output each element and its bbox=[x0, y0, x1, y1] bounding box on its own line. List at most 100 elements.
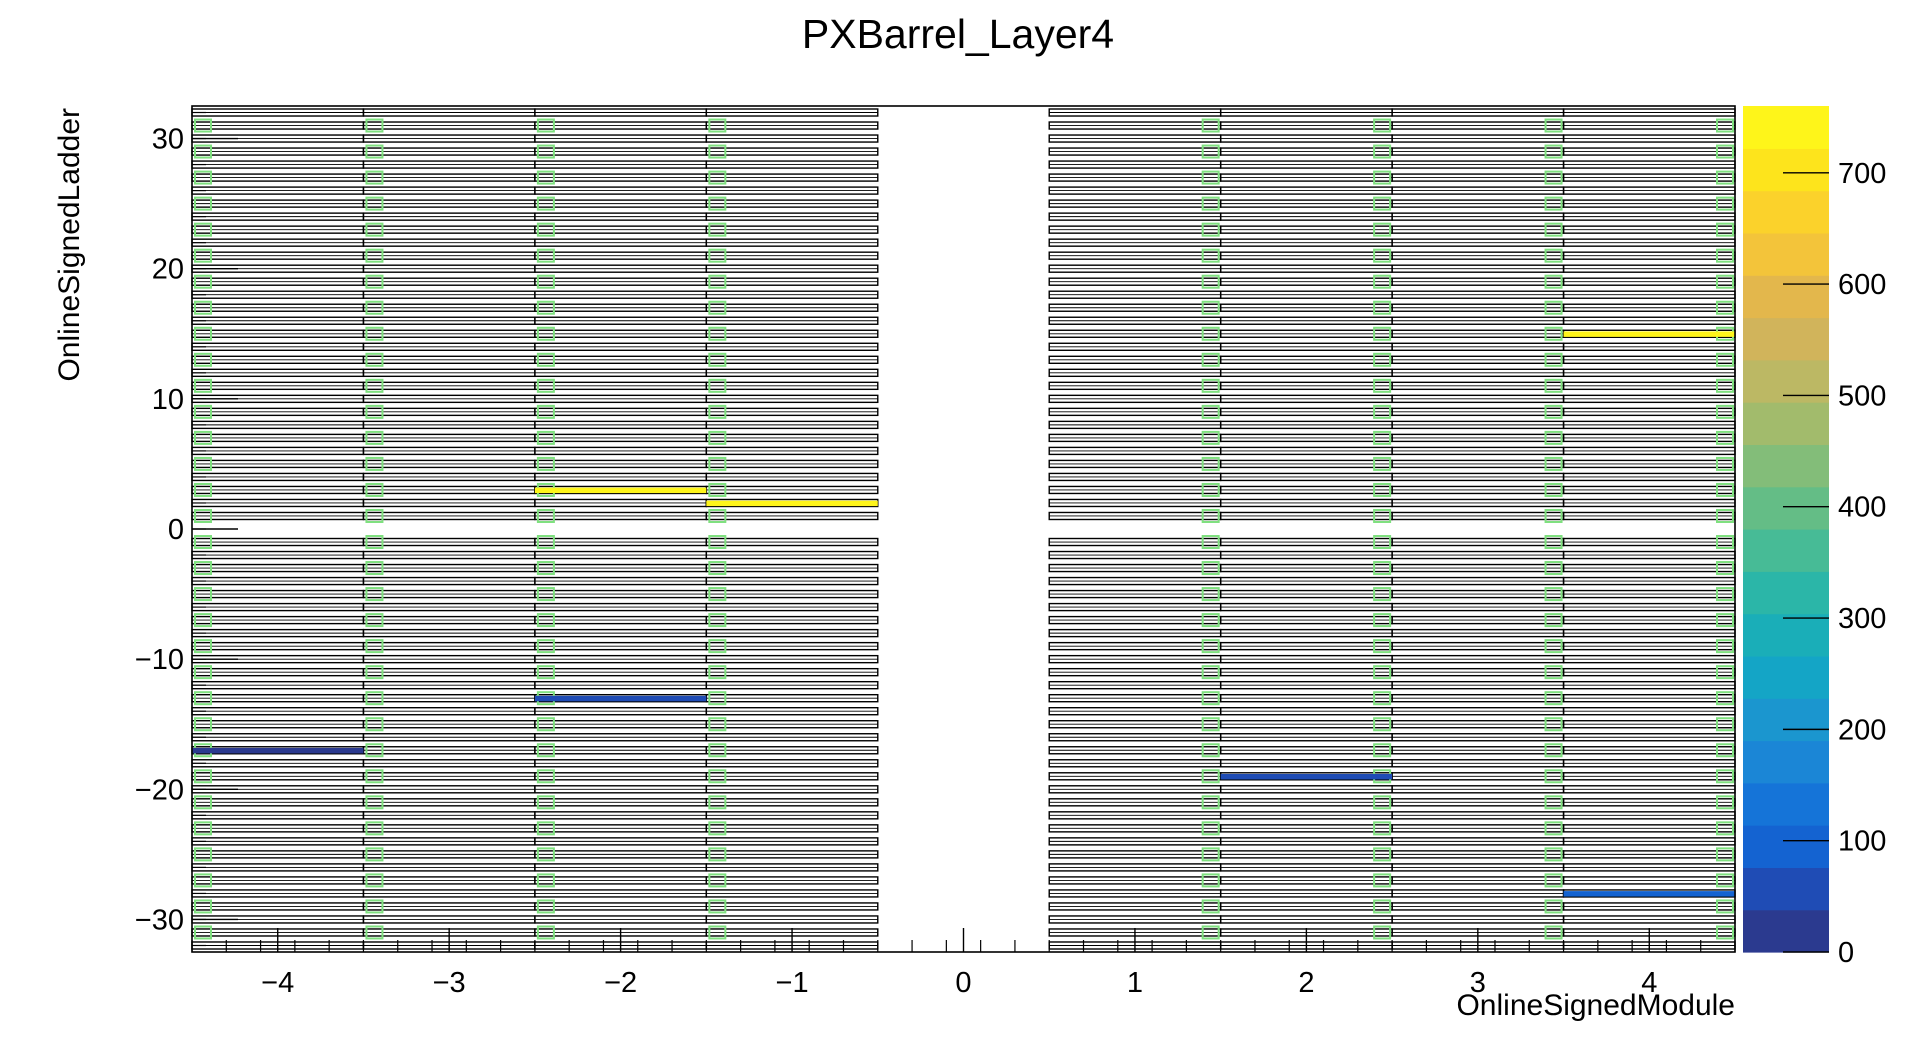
roc-marker bbox=[194, 587, 212, 602]
roc-marker bbox=[194, 352, 212, 367]
roc-marker bbox=[708, 613, 727, 628]
roc-marker bbox=[1544, 404, 1563, 419]
roc-marker bbox=[708, 430, 727, 445]
roc-marker bbox=[536, 118, 555, 133]
roc-marker bbox=[1373, 795, 1392, 810]
roc-marker bbox=[365, 587, 384, 602]
roc-marker bbox=[1373, 899, 1392, 914]
roc-marker bbox=[536, 352, 555, 367]
roc-marker bbox=[708, 482, 727, 497]
roc-marker bbox=[365, 456, 384, 471]
roc-marker bbox=[708, 821, 727, 836]
roc-marker bbox=[1544, 873, 1563, 888]
z-tick-label: 400 bbox=[1838, 492, 1886, 524]
y-tick-label: −20 bbox=[135, 774, 184, 806]
roc-marker bbox=[194, 430, 212, 445]
roc-marker bbox=[1201, 508, 1220, 523]
roc-marker bbox=[1373, 404, 1392, 419]
y-tick-label: 20 bbox=[152, 254, 184, 286]
roc-marker bbox=[536, 144, 555, 159]
x-tick-label: 2 bbox=[1298, 967, 1314, 999]
palette-swatch bbox=[1743, 740, 1829, 784]
roc-marker bbox=[1373, 144, 1392, 159]
roc-marker bbox=[708, 144, 727, 159]
roc-marker bbox=[365, 691, 384, 706]
roc-marker bbox=[1716, 508, 1734, 523]
roc-marker bbox=[536, 248, 555, 263]
roc-marker bbox=[1201, 352, 1220, 367]
roc-marker bbox=[194, 482, 212, 497]
roc-marker bbox=[365, 482, 384, 497]
roc-marker bbox=[536, 508, 555, 523]
roc-marker bbox=[1201, 170, 1220, 185]
roc-marker bbox=[1716, 482, 1734, 497]
roc-marker bbox=[536, 873, 555, 888]
roc-marker bbox=[708, 300, 727, 315]
palette-swatch bbox=[1743, 148, 1829, 192]
roc-marker bbox=[1544, 847, 1563, 862]
roc-marker bbox=[1716, 300, 1734, 315]
roc-marker bbox=[708, 743, 727, 758]
roc-marker bbox=[708, 639, 727, 654]
roc-marker bbox=[1373, 873, 1392, 888]
roc-marker bbox=[708, 925, 727, 940]
roc-marker bbox=[1544, 352, 1563, 367]
roc-marker bbox=[365, 847, 384, 862]
roc-marker bbox=[536, 326, 555, 341]
roc-marker bbox=[1201, 430, 1220, 445]
roc-marker bbox=[1716, 561, 1734, 576]
roc-marker bbox=[1716, 456, 1734, 471]
roc-marker bbox=[1201, 665, 1220, 680]
roc-marker bbox=[1544, 144, 1563, 159]
roc-marker bbox=[365, 899, 384, 914]
x-tick-label: 3 bbox=[1470, 967, 1486, 999]
roc-marker bbox=[708, 170, 727, 185]
z-tick-label: 0 bbox=[1838, 937, 1854, 969]
roc-marker bbox=[194, 144, 212, 159]
roc-marker bbox=[194, 222, 212, 237]
roc-marker bbox=[365, 769, 384, 784]
x-tick-label: 4 bbox=[1641, 967, 1657, 999]
roc-marker bbox=[1373, 717, 1392, 732]
heatmap-cell bbox=[534, 487, 707, 494]
roc-marker bbox=[1201, 118, 1220, 133]
roc-marker bbox=[536, 925, 555, 940]
roc-marker bbox=[365, 430, 384, 445]
data-cells bbox=[192, 331, 1735, 897]
palette-swatch bbox=[1743, 613, 1829, 657]
heatmap-cell bbox=[534, 695, 707, 702]
roc-marker bbox=[1716, 352, 1734, 367]
roc-marker bbox=[1373, 170, 1392, 185]
roc-marker bbox=[194, 561, 212, 576]
roc-marker bbox=[1716, 222, 1734, 237]
roc-marker bbox=[1716, 769, 1734, 784]
roc-marker bbox=[1544, 587, 1563, 602]
roc-marker bbox=[708, 378, 727, 393]
roc-marker bbox=[708, 456, 727, 471]
roc-marker bbox=[1201, 639, 1220, 654]
palette-swatch bbox=[1743, 275, 1829, 319]
roc-marker bbox=[536, 639, 555, 654]
roc-marker bbox=[1544, 925, 1563, 940]
z-tick-label: 500 bbox=[1838, 380, 1886, 412]
y-tick-label: 30 bbox=[152, 124, 184, 156]
roc-marker bbox=[1373, 613, 1392, 628]
roc-marker bbox=[536, 378, 555, 393]
z-tick-label: 600 bbox=[1838, 269, 1886, 301]
roc-marker bbox=[365, 378, 384, 393]
roc-marker bbox=[1716, 743, 1734, 758]
roc-marker bbox=[536, 196, 555, 211]
roc-marker bbox=[1373, 561, 1392, 576]
roc-marker bbox=[365, 248, 384, 263]
roc-marker bbox=[1544, 222, 1563, 237]
palette-swatch bbox=[1743, 571, 1829, 615]
roc-marker bbox=[194, 847, 212, 862]
roc-marker bbox=[1544, 430, 1563, 445]
roc-marker bbox=[536, 717, 555, 732]
roc-marker bbox=[536, 665, 555, 680]
palette-swatch bbox=[1743, 106, 1829, 149]
roc-marker bbox=[1201, 274, 1220, 289]
roc-marker bbox=[194, 274, 212, 289]
roc-marker bbox=[1373, 535, 1392, 550]
